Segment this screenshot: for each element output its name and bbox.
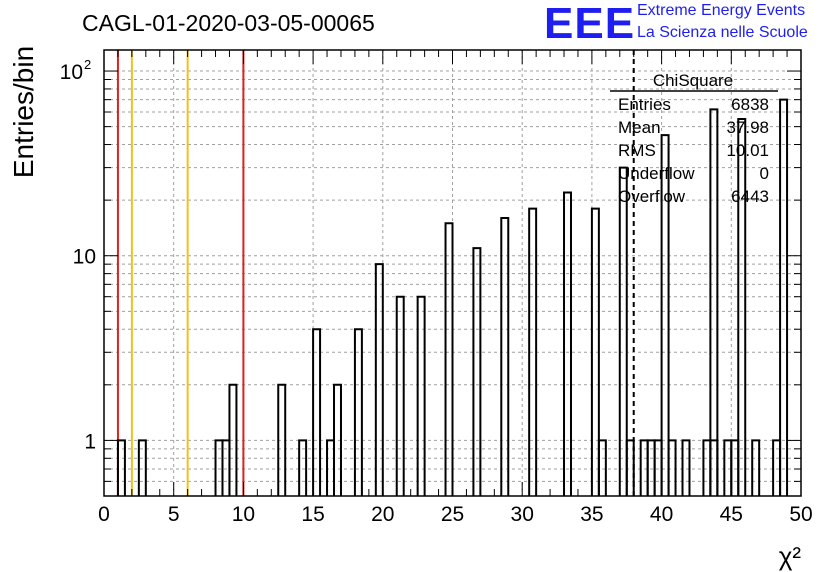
histogram-bin	[590, 207, 600, 496]
y-tick-label: 10	[73, 246, 96, 269]
x-tick-label: 5	[168, 503, 180, 526]
x-axis-label: χ²	[779, 541, 802, 571]
marker-lines	[116, 50, 635, 496]
histogram-bin	[653, 439, 663, 496]
x-tick-label: 10	[232, 503, 255, 526]
x-tick-label: 35	[580, 503, 603, 526]
histogram-bin	[528, 207, 538, 496]
histogram-bin	[618, 166, 628, 496]
x-tick-label: 0	[98, 503, 110, 526]
chart-title: CAGL-01-2020-03-05-00065	[82, 10, 375, 36]
stats-box: ChiSquare Entries 6838 Mean 37.98 RMS 10.01 Un…	[610, 71, 778, 206]
histogram-bin	[500, 217, 510, 496]
stats-label: Entries	[618, 95, 671, 114]
stats-label: Underflow	[618, 164, 695, 183]
stats-value: 6838	[731, 95, 769, 114]
y-axis-label: Entries/bin	[8, 46, 39, 178]
x-tick-label: 15	[301, 503, 324, 526]
stats-label: Mean	[618, 118, 661, 137]
histogram-bin	[751, 439, 761, 496]
histogram-bin	[374, 263, 384, 496]
eee-logo: EEE	[544, 0, 636, 48]
histogram-bin	[681, 439, 691, 496]
histogram-bin	[312, 328, 322, 496]
x-tick-label: 30	[511, 503, 534, 526]
histogram-bin	[416, 295, 426, 496]
histogram-bin	[353, 328, 363, 496]
histogram-bin	[597, 439, 607, 496]
stats-value: 6443	[731, 187, 769, 206]
stats-value: 37.98	[726, 118, 769, 137]
histogram-bin	[563, 191, 572, 496]
histogram-bin	[625, 439, 635, 496]
x-tick-label: 45	[720, 503, 743, 526]
x-tick-label: 50	[789, 503, 812, 526]
y-tick-label: 10	[60, 61, 83, 84]
histogram-bin	[667, 439, 677, 496]
x-tick-label: 40	[650, 503, 673, 526]
stats-title: ChiSquare	[653, 71, 733, 90]
stats-value: 10.01	[726, 141, 769, 160]
histogram-bin	[116, 439, 126, 496]
x-tick-label: 25	[441, 503, 464, 526]
histogram-bin	[333, 383, 342, 496]
y-tick-exponent: 2	[84, 57, 91, 72]
histogram-bin	[779, 98, 789, 496]
histogram-bin	[228, 383, 238, 496]
histogram-bin	[660, 134, 670, 496]
stats-label: Overflow	[618, 187, 686, 206]
histogram-bin	[444, 222, 454, 496]
histogram-bin	[472, 247, 482, 496]
x-tick-label: 20	[371, 503, 394, 526]
histogram-bin	[137, 439, 147, 496]
y-tick-label: 1	[84, 430, 96, 453]
histogram-bin	[730, 439, 740, 496]
histogram-bin	[298, 439, 308, 496]
logo-line-1: Extreme Energy Events	[637, 2, 806, 19]
stats-label: RMS	[618, 141, 656, 160]
histogram-bin	[395, 295, 405, 496]
stats-value: 0	[760, 164, 769, 183]
histogram-bin	[277, 383, 287, 496]
histogram	[116, 98, 789, 496]
histogram-bin	[737, 117, 747, 496]
histogram-bin	[709, 108, 719, 496]
logo-line-2: La Scienza nelle Scuole	[637, 24, 808, 41]
histogram-bin	[709, 439, 719, 496]
